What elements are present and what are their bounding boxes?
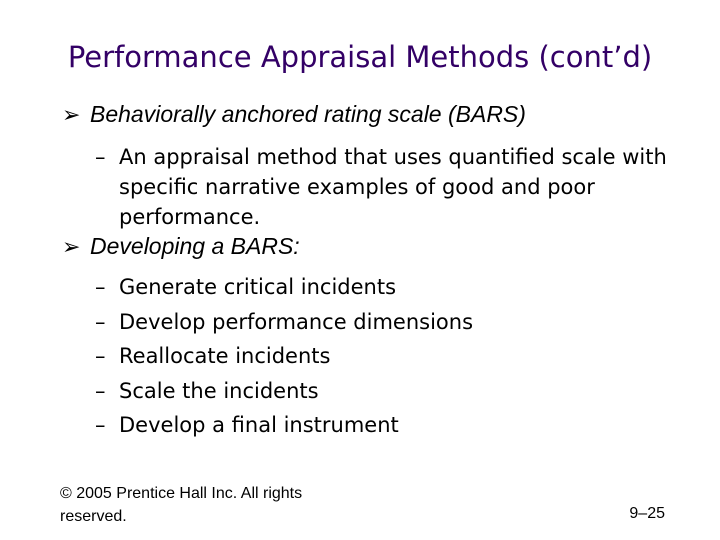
arrow-bullet-icon: ➢	[62, 101, 81, 127]
dash-marker: –	[95, 413, 106, 437]
bullet-text: Behaviorally anchored rating scale (BARS…	[90, 101, 526, 127]
bullet-bars: ➢ Behaviorally anchored rating scale (BA…	[62, 101, 526, 128]
dash-marker: –	[95, 309, 106, 334]
list-item-text: Reallocate incidents	[119, 344, 331, 368]
sub-bullet-text: An appraisal method that uses quantified…	[119, 145, 667, 229]
steps-list: – Generate critical incidents – Develop …	[95, 270, 473, 443]
list-item: – Develop performance dimensions	[95, 305, 473, 340]
sub-bullet-definition: – An appraisal method that uses quantifi…	[95, 142, 675, 232]
dash-marker: –	[95, 344, 106, 368]
list-item-text: Scale the incidents	[119, 378, 319, 403]
page-number: 9–25	[629, 505, 665, 522]
arrow-bullet-icon: ➢	[62, 233, 81, 259]
dash-marker: –	[95, 145, 106, 169]
list-item-text: Generate critical incidents	[119, 275, 397, 299]
bullet-text: Developing a BARS:	[90, 233, 300, 259]
list-item: – Reallocate incidents	[95, 339, 473, 374]
list-item: – Scale the incidents	[95, 374, 473, 409]
list-item-text: Develop a final instrument	[119, 413, 399, 437]
slide-title: Performance Appraisal Methods (cont’d)	[67, 40, 653, 74]
list-item-text: Develop performance dimensions	[119, 309, 474, 334]
bullet-developing-bars: ➢ Developing a BARS:	[62, 233, 300, 260]
list-item: – Generate critical incidents	[95, 270, 473, 305]
copyright-footer: © 2005 Prentice Hall Inc. All rights res…	[60, 485, 303, 525]
dash-marker: –	[95, 378, 106, 403]
dash-marker: –	[95, 275, 106, 299]
list-item: – Develop a final instrument	[95, 408, 473, 443]
